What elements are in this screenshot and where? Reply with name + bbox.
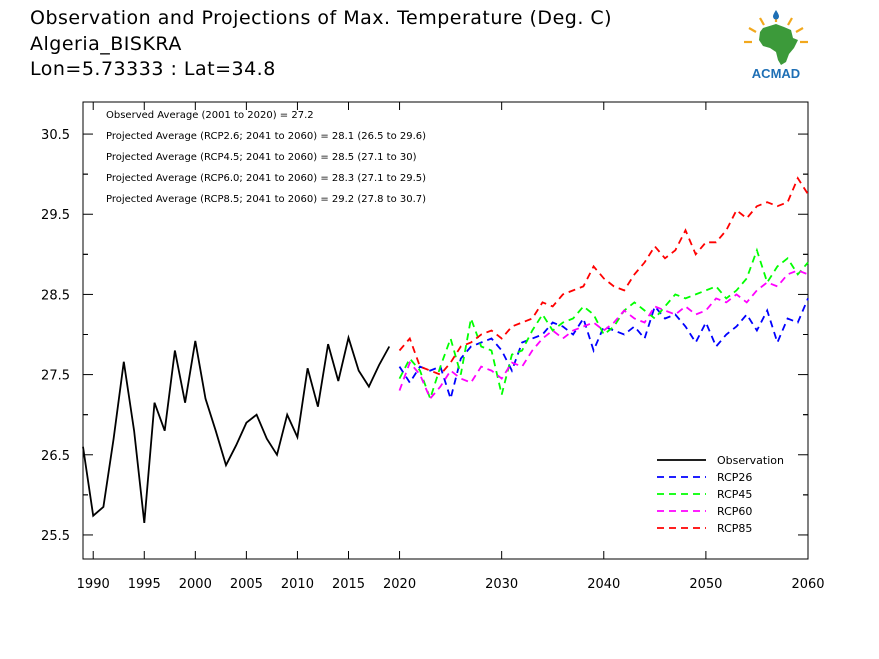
series-line-rcp85: [398, 176, 809, 376]
legend-label: RCP26: [717, 471, 752, 484]
x-tick-label: 2020: [383, 577, 416, 592]
x-tick-label: 2015: [332, 577, 365, 592]
x-tick-label: 1995: [128, 577, 161, 592]
y-tick-label: 30.5: [41, 128, 70, 143]
series-line-rcp26: [398, 298, 809, 402]
acmad-logo: ACMAD: [736, 10, 816, 82]
x-tick-label: 2010: [281, 577, 314, 592]
x-tick-label: 1990: [77, 577, 110, 592]
legend-label: Observation: [717, 454, 784, 467]
y-tick-label: 26.5: [41, 449, 70, 464]
x-tick-label: 2030: [485, 577, 518, 592]
series-line-rcp45: [398, 247, 809, 402]
series-line-observation: [82, 334, 391, 523]
average-annotation: Projected Average (RCP6.0; 2041 to 2060)…: [106, 173, 426, 184]
y-tick-label: 27.5: [41, 369, 70, 384]
y-tick-label: 25.5: [41, 529, 70, 544]
series-line-rcp60: [398, 269, 809, 401]
chart-title: Observation and Projections of Max. Temp…: [30, 7, 613, 29]
station-coordinates: Lon=5.73333 : Lat=34.8: [30, 58, 276, 80]
africa-map-icon: [759, 24, 798, 65]
y-tick-label: 28.5: [41, 288, 70, 303]
average-annotation: Projected Average (RCP8.5; 2041 to 2060)…: [106, 194, 426, 205]
sun-rays-icon: [744, 14, 808, 44]
x-tick-label: 2050: [689, 577, 722, 592]
average-annotation: Observed Average (2001 to 2020) = 27.2: [106, 110, 314, 121]
plot-frame: [82, 101, 809, 560]
water-drop-icon: [773, 10, 779, 20]
average-annotation: Projected Average (RCP4.5; 2041 to 2060)…: [106, 152, 417, 163]
x-tick-label: 2000: [179, 577, 212, 592]
logo-text: ACMAD: [752, 66, 800, 81]
station-name: Algeria_BISKRA: [30, 33, 182, 55]
x-tick-label: 2060: [791, 577, 824, 592]
x-tick-label: 2005: [230, 577, 263, 592]
average-annotation: Projected Average (RCP2.6; 2041 to 2060)…: [106, 131, 426, 142]
legend-label: RCP85: [717, 522, 752, 535]
legend-label: RCP60: [717, 505, 752, 518]
x-tick-label: 2040: [587, 577, 620, 592]
legend-label: RCP45: [717, 488, 752, 501]
y-tick-label: 29.5: [41, 208, 70, 223]
